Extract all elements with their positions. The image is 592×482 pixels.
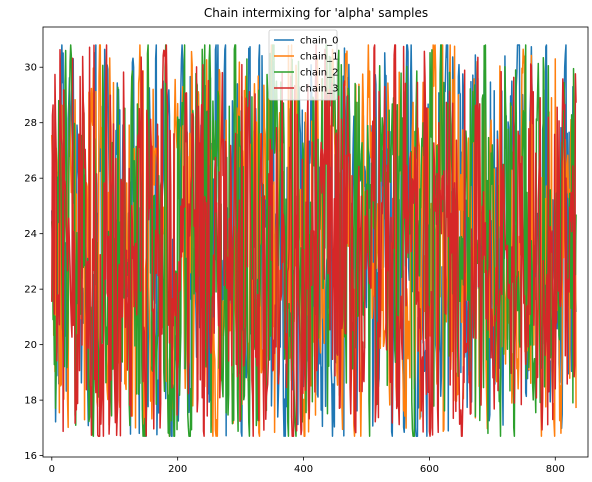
- y-tick-label: 18: [24, 396, 37, 407]
- y-tick-label: 30: [24, 63, 37, 74]
- y-tick-label: 16: [24, 451, 37, 462]
- y-tick-label: 20: [24, 340, 37, 351]
- legend-label: chain_2: [300, 68, 338, 79]
- x-tick-label: 800: [546, 464, 565, 475]
- series-line-chain_3: [51, 44, 577, 437]
- x-tick-label: 0: [49, 464, 55, 475]
- legend-box: [268, 29, 338, 101]
- x-tick-label: 200: [168, 464, 187, 475]
- legend-label: chain_1: [300, 52, 338, 63]
- legend-label: chain_0: [300, 36, 338, 47]
- y-tick-label: 28: [24, 118, 37, 129]
- chart-title: Chain intermixing for 'alpha' samples: [204, 6, 428, 20]
- plot-frame: [42, 26, 589, 458]
- series-lines: [51, 44, 577, 437]
- y-axis: 16 18 20 22 24 26 28 30: [24, 63, 43, 462]
- x-tick-label: 400: [294, 464, 313, 475]
- y-tick-label: 22: [24, 285, 37, 296]
- x-tick-label: 600: [420, 464, 439, 475]
- legend: chain_0 chain_1 chain_2 chain_3: [268, 29, 338, 101]
- series-line-chain_2: [51, 44, 577, 437]
- legend-label: chain_3: [300, 84, 338, 95]
- x-axis: 0 200 400 600 800: [49, 457, 565, 475]
- y-tick-label: 24: [24, 229, 37, 240]
- y-tick-label: 26: [24, 174, 37, 185]
